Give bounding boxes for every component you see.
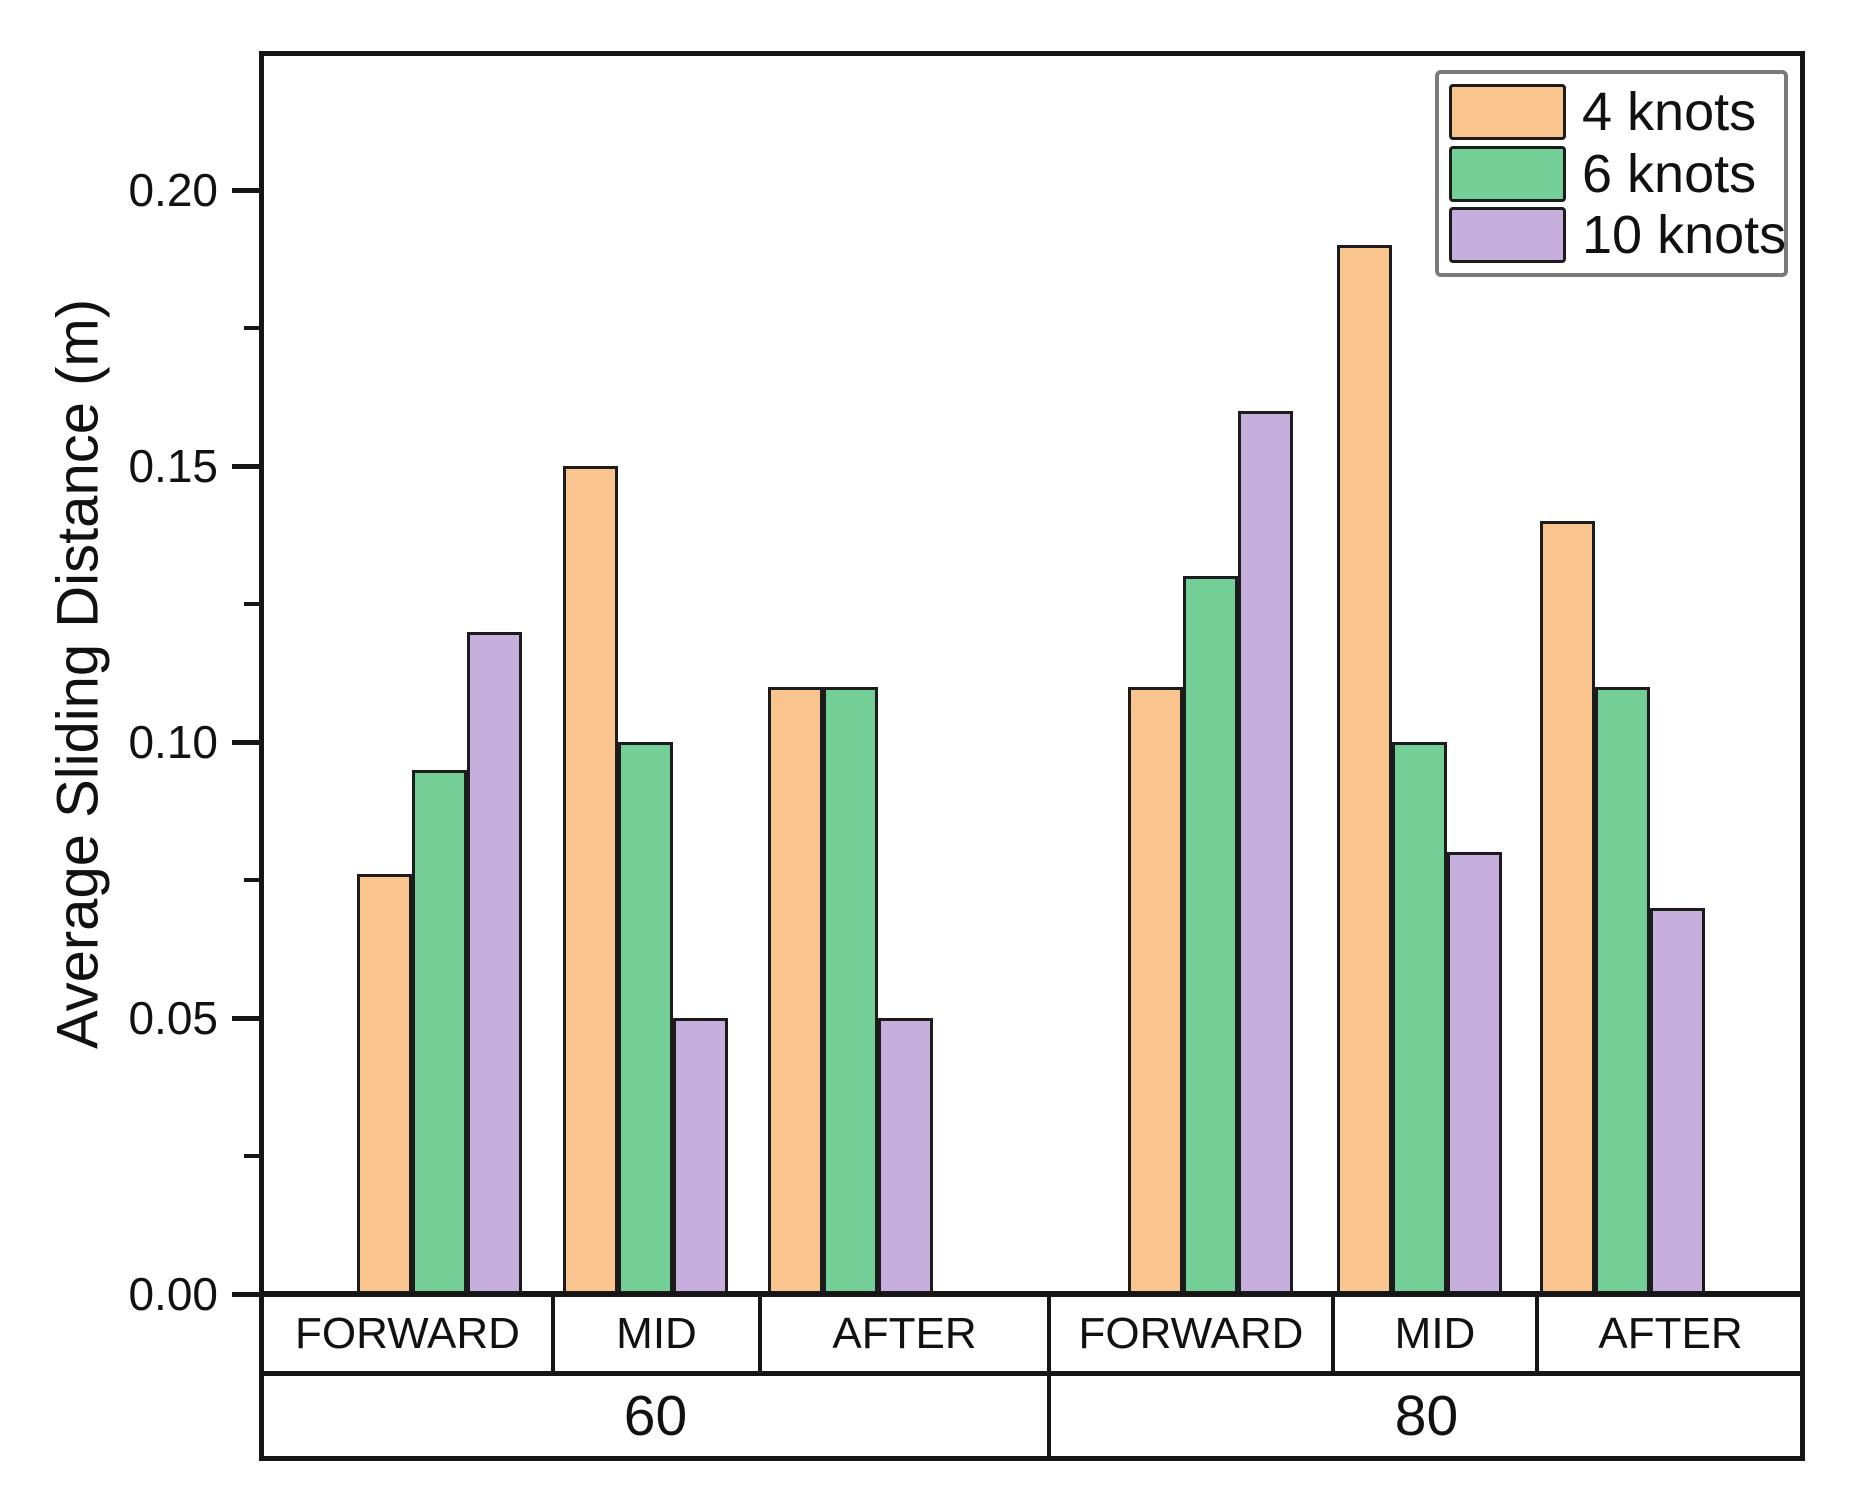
y-major-tick (232, 1291, 261, 1297)
y-axis-title: Average Sliding Distance (m) (45, 298, 111, 1050)
y-tick-label: 0.20 (128, 164, 218, 216)
y-major-tick (232, 187, 261, 193)
bar-60-MID-10-knots (673, 1018, 728, 1294)
bar-80-MID-6-knots (1392, 742, 1447, 1294)
legend-swatch-icon (1449, 207, 1566, 264)
bar-80-MID-4-knots (1337, 245, 1392, 1294)
legend-item-label: 6 knots (1582, 143, 1757, 204)
category-cell-forward-0: FORWARD (295, 1309, 520, 1358)
category-cell-after-2: AFTER (758, 1297, 1047, 1371)
category-cell-mid-4: MID (1331, 1297, 1535, 1371)
legend-item-6-knots: 6 knots (1449, 143, 1774, 204)
bar-60-AFTER-4-knots (768, 687, 823, 1294)
bar-60-AFTER-10-knots (878, 1018, 933, 1294)
y-minor-tick (244, 326, 261, 330)
bar-60-FORWARD-6-knots (412, 770, 467, 1294)
bar-80-MID-10-knots (1447, 852, 1502, 1294)
category-cell-after-5: AFTER (1535, 1297, 1802, 1371)
y-major-tick (232, 463, 261, 469)
category-cell-forward-3: FORWARD (1047, 1297, 1331, 1371)
legend-item-4-knots: 4 knots (1449, 81, 1774, 142)
group-cell-60: 60 (623, 1383, 688, 1448)
legend: 4 knots 6 knots 10 knots (1435, 70, 1788, 277)
y-minor-tick (244, 878, 261, 882)
legend-swatch-icon (1449, 83, 1566, 140)
y-major-tick (232, 739, 261, 745)
legend-swatch-icon (1449, 145, 1566, 202)
y-tick-label: 0.10 (128, 716, 218, 768)
bar-80-FORWARD-6-knots (1183, 576, 1238, 1294)
y-major-tick (232, 1015, 261, 1021)
bar-80-FORWARD-10-knots (1238, 411, 1293, 1294)
bar-60-MID-6-knots (618, 742, 673, 1294)
bar-80-AFTER-6-knots (1595, 687, 1650, 1294)
legend-item-label: 4 knots (1582, 81, 1757, 142)
y-tick-label: 0.15 (128, 440, 218, 492)
group-cell-80: 80 (1047, 1376, 1802, 1456)
category-cell-mid-1: MID (551, 1297, 758, 1371)
bar-60-FORWARD-4-knots (357, 874, 412, 1294)
bar-60-AFTER-6-knots (823, 687, 878, 1294)
bar-80-FORWARD-4-knots (1128, 687, 1183, 1294)
bar-60-FORWARD-10-knots (467, 632, 522, 1294)
bar-60-MID-4-knots (563, 466, 618, 1294)
x-axis-category-row: FORWARD MID AFTER FORWARD MID AFTER (259, 1292, 1805, 1371)
y-tick-label: 0.05 (128, 992, 218, 1044)
legend-item-label: 10 knots (1582, 205, 1787, 266)
y-tick-label: 0.00 (128, 1268, 218, 1320)
y-minor-tick (244, 602, 261, 606)
bar-80-AFTER-4-knots (1540, 521, 1595, 1294)
x-axis-table: FORWARD MID AFTER FORWARD MID AFTER 60 80 (259, 1292, 1805, 1461)
y-minor-tick (244, 1154, 261, 1158)
bar-80-AFTER-10-knots (1650, 908, 1705, 1294)
x-axis-group-row: 60 80 (259, 1371, 1805, 1461)
legend-item-10-knots: 10 knots (1449, 207, 1786, 264)
